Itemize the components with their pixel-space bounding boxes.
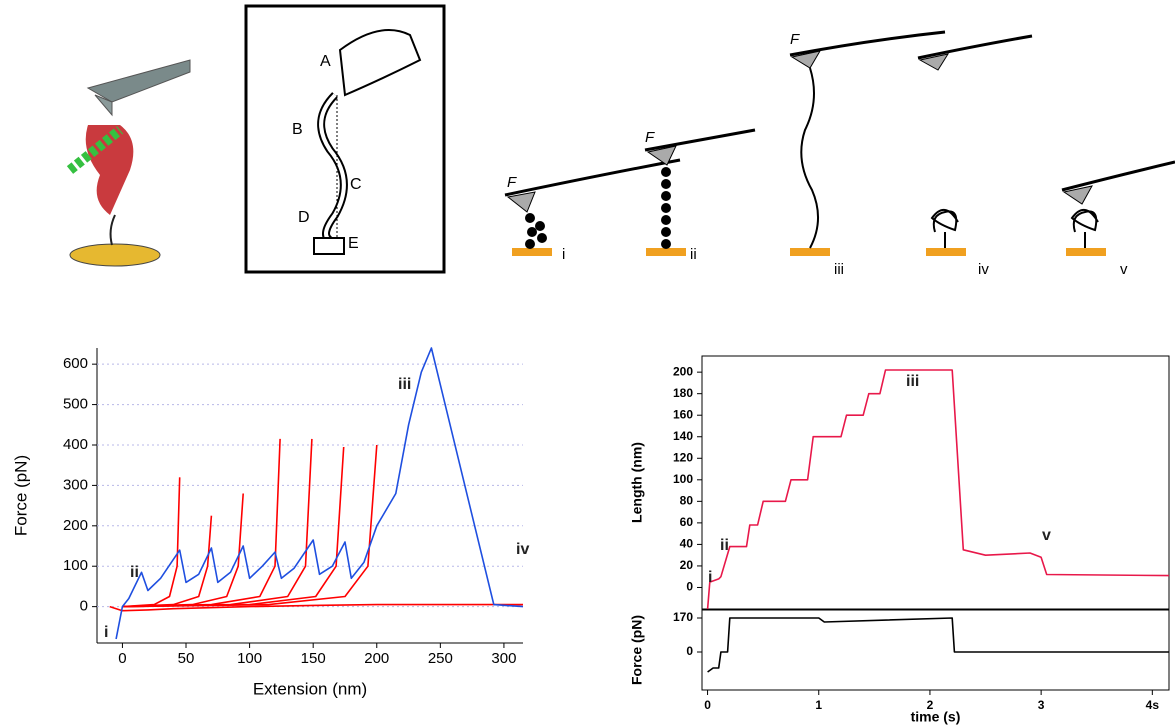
x-tick-label: 150 <box>301 650 326 667</box>
x-tick-label: 250 <box>428 650 453 667</box>
plot-frame <box>702 356 1169 609</box>
annotation: i <box>104 624 108 641</box>
stages: F i F ii F iii iv v <box>505 31 1175 278</box>
annotation: iv <box>516 541 529 558</box>
annotation: iii <box>906 373 919 390</box>
hand-label: C <box>350 176 362 193</box>
y-axis-label: Length (nm) <box>629 442 645 523</box>
figure: A B C D E F i F ii F iii iv v 010020 <box>0 0 1175 727</box>
x-tick-label: 100 <box>237 650 262 667</box>
x-axis-label: Extension (nm) <box>253 679 367 698</box>
annotation: v <box>1042 527 1051 544</box>
data-line <box>122 494 243 607</box>
y-tick-label: 400 <box>63 436 88 453</box>
stage-label: ii <box>690 246 697 263</box>
data-line <box>116 348 523 639</box>
stage-label: v <box>1120 261 1128 278</box>
y-tick-label: 200 <box>63 517 88 534</box>
x-tick-label: 1 <box>815 698 822 712</box>
data-line <box>122 439 280 607</box>
plot-frame <box>702 610 1169 690</box>
x-tick-label: 3 <box>1038 698 1045 712</box>
hand-label: E <box>348 235 359 252</box>
y-tick-label: 120 <box>673 450 693 464</box>
force-label: F <box>790 31 800 48</box>
y-tick-label: 300 <box>63 476 88 493</box>
stage-label: iv <box>978 261 989 278</box>
annotation: i <box>708 569 712 586</box>
y-tick-label: 500 <box>63 396 88 413</box>
annotation: iii <box>398 376 411 393</box>
data-line <box>708 370 1169 609</box>
y-tick-label: 0 <box>80 598 88 615</box>
y-tick-label: 60 <box>680 515 694 529</box>
stage-label: i <box>562 246 565 263</box>
data-line <box>122 516 211 607</box>
x-tick-label: 4s <box>1146 698 1160 712</box>
hand-label: B <box>292 121 303 138</box>
y-axis-label: Force (pN) <box>11 455 30 536</box>
y-tick-label: 100 <box>63 557 88 574</box>
y-tick-label: 170 <box>673 610 693 624</box>
annotation: ii <box>720 537 729 554</box>
y-axis-label: Force (pN) <box>629 615 645 685</box>
data-line <box>708 618 1169 672</box>
x-tick-label: 50 <box>178 650 195 667</box>
stage-label: iii <box>834 261 844 278</box>
hand-label: D <box>298 209 310 226</box>
y-tick-label: 180 <box>673 386 693 400</box>
hand-label: A <box>320 53 331 70</box>
annotation: ii <box>130 564 139 581</box>
force-label: F <box>507 174 517 191</box>
x-axis-label: time (s) <box>911 709 961 725</box>
y-tick-label: 40 <box>680 537 694 551</box>
x-tick-label: 300 <box>491 650 516 667</box>
y-tick-label: 600 <box>63 355 88 372</box>
y-tick-label: 0 <box>686 580 693 594</box>
x-tick-label: 0 <box>704 698 711 712</box>
y-tick-label: 160 <box>673 407 693 421</box>
y-tick-label: 200 <box>673 364 693 378</box>
y-tick-label: 80 <box>680 494 694 508</box>
y-tick-label: 20 <box>680 558 694 572</box>
y-tick-label: 140 <box>673 429 693 443</box>
force-label: F <box>645 129 655 146</box>
afm-illustration <box>70 60 190 266</box>
hand-drawing: A B C D E <box>246 6 444 272</box>
x-tick-label: 200 <box>364 650 389 667</box>
y-tick-label: 0 <box>686 644 693 658</box>
x-tick-label: 0 <box>118 650 126 667</box>
y-tick-label: 100 <box>673 472 693 486</box>
